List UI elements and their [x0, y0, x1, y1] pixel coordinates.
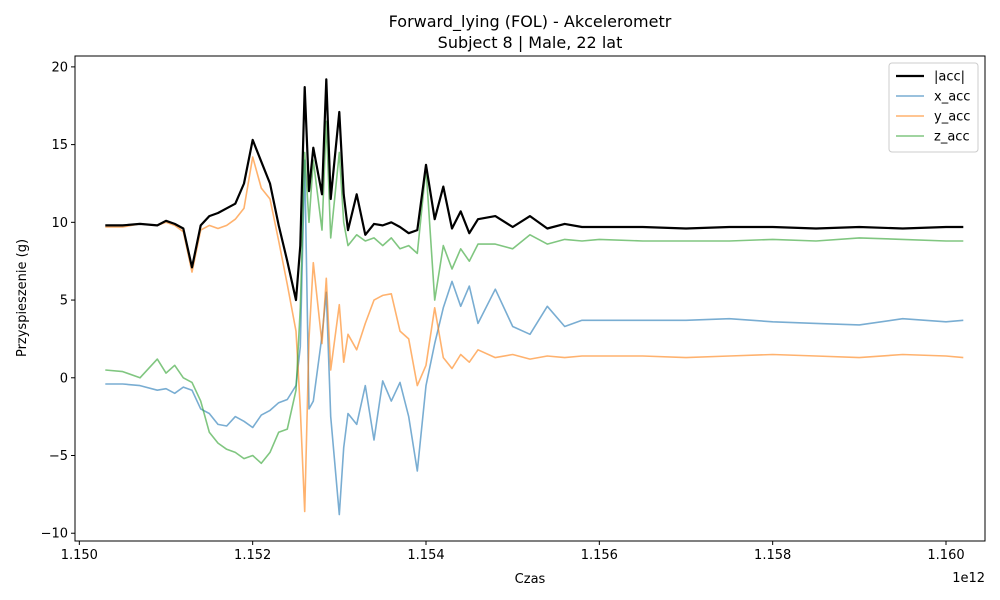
x-tick-label: 1.150: [61, 548, 98, 563]
plot-frame: [74, 55, 986, 542]
x-tick-label: 1.160: [927, 548, 964, 563]
chart-legend: |acc| x_acc y_acc z_acc: [888, 62, 979, 153]
series-line-y_acc: [105, 156, 964, 513]
chart-title: Forward_lying (FOL) - Akcelerometr: [389, 12, 672, 32]
x-axis-offset-label: 1e12: [952, 571, 985, 586]
y-tick-label: −5: [49, 449, 68, 464]
x-axis-label: Czas: [515, 572, 546, 587]
y-tick-label: 20: [51, 60, 68, 75]
y-tick-label: −10: [41, 527, 68, 542]
series-line-x_acc: [105, 159, 964, 516]
y-tick-label: 5: [60, 294, 68, 309]
legend-label: y_acc: [934, 110, 970, 125]
legend-label: x_acc: [934, 90, 970, 105]
y-tick-label: 10: [51, 216, 68, 231]
y-tick-label: 0: [60, 371, 68, 386]
y-axis-ticks: −10 −5 0 5 10 15 20: [41, 60, 75, 542]
x-axis-ticks: 1.150 1.152 1.154 1.156 1.158 1.160: [61, 541, 965, 563]
legend-label: |acc|: [934, 70, 965, 85]
x-tick-label: 1.154: [407, 548, 444, 563]
y-axis-label: Przyspieszenie (g): [15, 239, 30, 357]
y-tick-label: 15: [51, 138, 68, 153]
plot-lines: [105, 78, 964, 516]
chart-subtitle: Subject 8 | Male, 22 lat: [438, 33, 623, 52]
legend-box: [888, 62, 979, 153]
x-tick-label: 1.158: [754, 548, 791, 563]
x-tick-label: 1.156: [581, 548, 618, 563]
x-tick-label: 1.152: [234, 548, 271, 563]
series-line-acc: [105, 78, 964, 302]
legend-label: z_acc: [934, 130, 970, 145]
series-line-z_acc: [105, 120, 964, 465]
